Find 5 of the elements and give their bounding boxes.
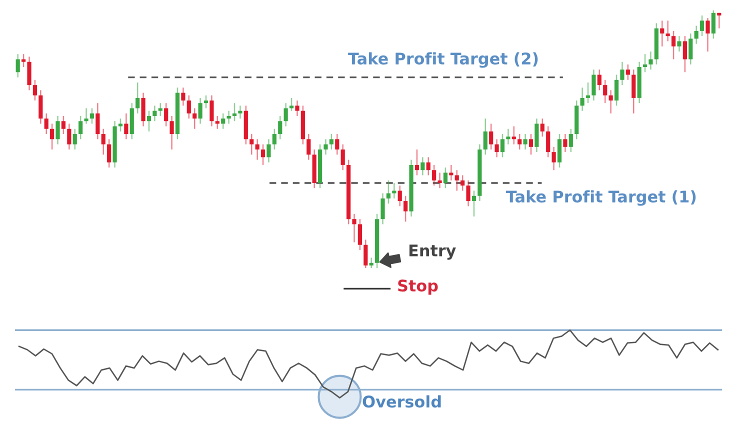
ref-line-label: Take Profit Target (1) xyxy=(506,190,696,206)
ref-line-label: Stop xyxy=(398,280,438,295)
annotation: Oversold xyxy=(362,395,441,408)
ref-line-label: Take Profit Target (2) xyxy=(348,52,538,68)
annotation: Entry xyxy=(409,244,456,260)
